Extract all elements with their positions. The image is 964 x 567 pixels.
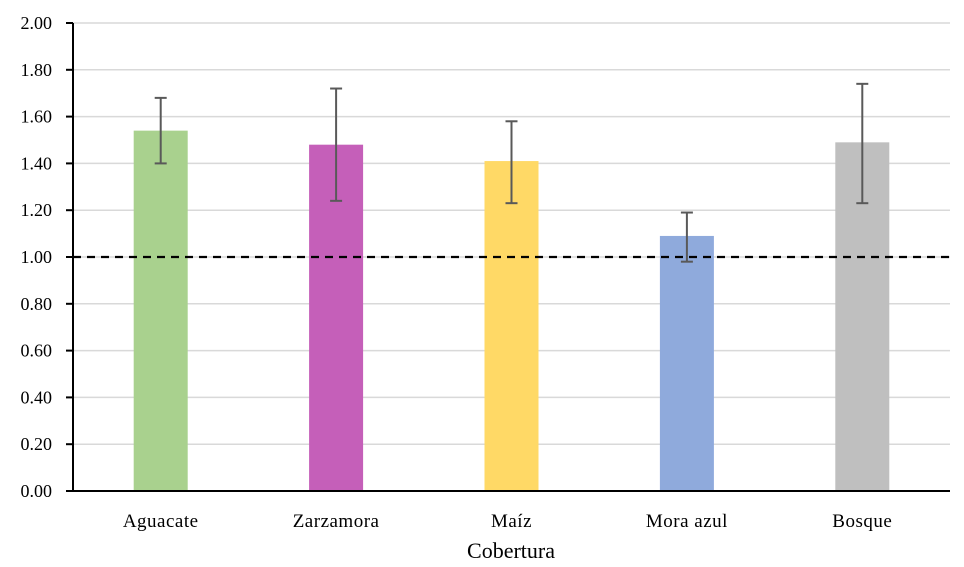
x-tick-labels: Aguacate Zarzamora Maíz Mora azul Bosque	[123, 511, 892, 532]
x-tick-label: Zarzamora	[293, 511, 380, 532]
y-tick-label: 1.80	[21, 60, 53, 80]
y-tick-label: 1.40	[21, 153, 53, 173]
bar-maíz	[484, 161, 539, 491]
y-tick-label: 2.00	[21, 13, 53, 33]
y-tick-label: 0.40	[21, 387, 53, 407]
bar-aguacate	[133, 130, 188, 491]
error-bars	[154, 82, 869, 263]
y-tick-labels: 0.00 0.20 0.40 0.60 0.80 1.00 1.20 1.40 1.60 1.80…	[21, 13, 53, 501]
y-tick-label: 1.00	[21, 247, 53, 267]
y-tick-label: 0.20	[21, 434, 53, 454]
bar-mora-azul	[659, 235, 714, 491]
y-tick-label: 0.60	[21, 341, 53, 361]
x-tick-label: Bosque	[832, 511, 892, 532]
y-tick-label: 0.80	[21, 294, 53, 314]
axes	[66, 22, 950, 492]
bar-zarzamora	[309, 144, 364, 491]
y-tick-label: 0.00	[21, 481, 53, 501]
bars	[133, 130, 890, 491]
y-tick-label: 1.20	[21, 200, 53, 220]
x-tick-label: Mora azul	[646, 511, 728, 532]
x-tick-label: Maíz	[491, 511, 532, 532]
x-tick-label: Aguacate	[123, 511, 199, 532]
y-tick-label: 1.60	[21, 107, 53, 127]
x-axis-title: Cobertura	[467, 538, 555, 563]
